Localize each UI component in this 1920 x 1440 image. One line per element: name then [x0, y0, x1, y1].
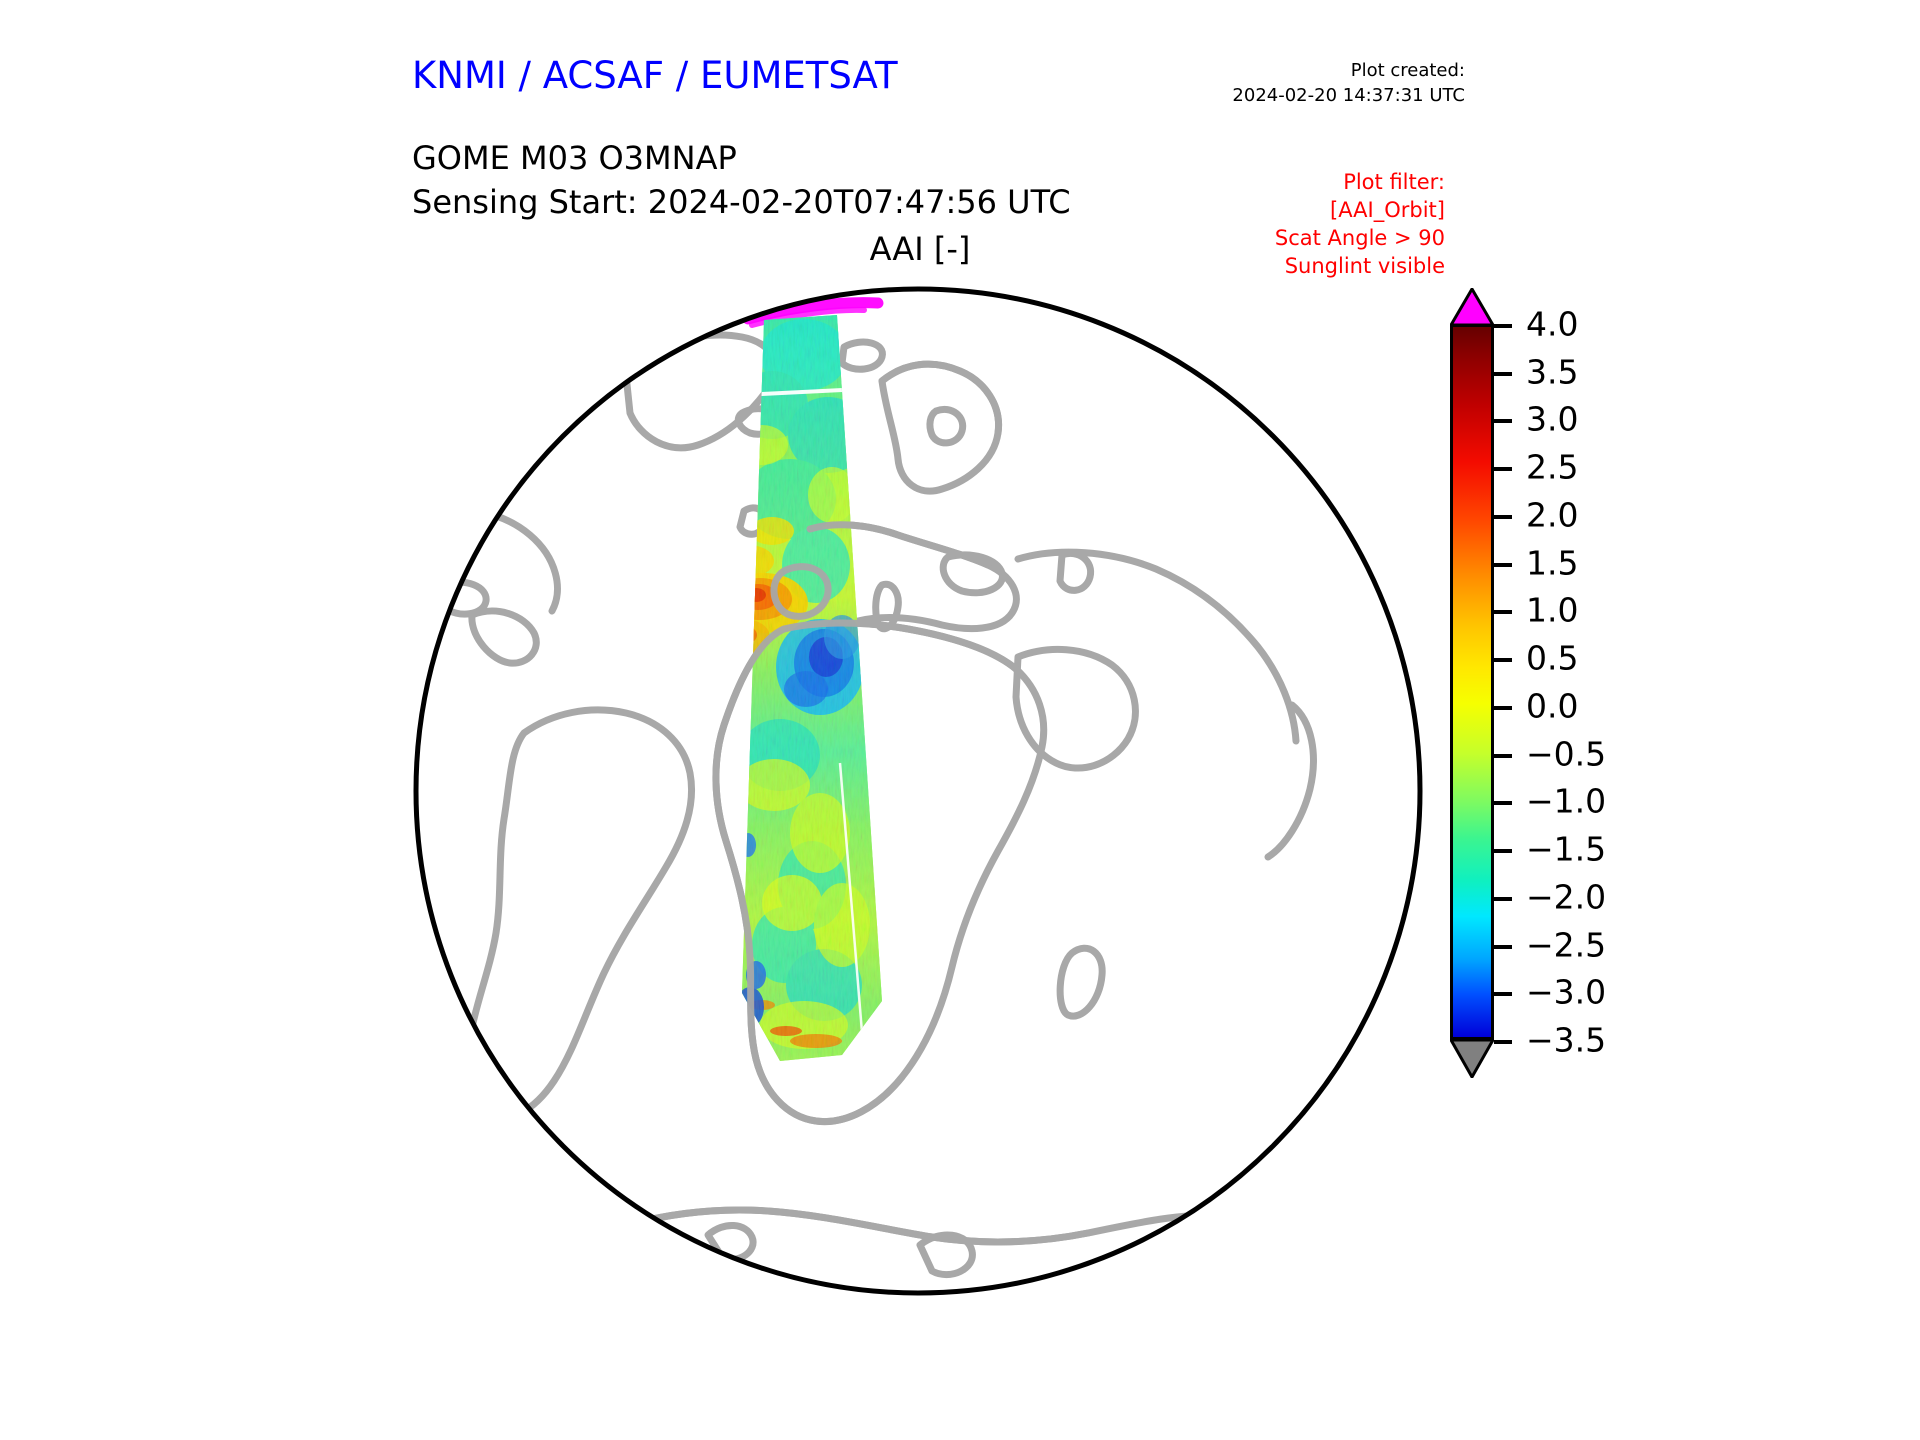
- colorbar-tick-label: 1.5: [1526, 543, 1579, 583]
- colorbar-under-arrow: [1450, 1038, 1494, 1078]
- colorbar-tick-mark: [1494, 419, 1512, 424]
- colorbar-tick-mark: [1494, 514, 1512, 519]
- colorbar-gradient-body: [1450, 324, 1494, 1040]
- globe-outline: [413, 286, 1423, 1296]
- page-title-organisation: KNMI / ACSAF / EUMETSAT: [412, 54, 898, 97]
- colorbar-tick-label: 3.0: [1526, 399, 1579, 439]
- colorbar-tick-label: −3.5: [1526, 1020, 1607, 1060]
- globe-svg: [413, 286, 1423, 1296]
- colorbar-tick-label: −1.5: [1526, 829, 1607, 869]
- colorbar-tick-mark: [1494, 371, 1512, 376]
- colorbar-tick-mark: [1494, 610, 1512, 615]
- colorbar-tick-mark: [1494, 896, 1512, 901]
- colorbar-tick-label: 4.0: [1526, 304, 1579, 344]
- plot-created-label: Plot created:: [1350, 60, 1465, 81]
- colorbar-tick-label: −3.0: [1526, 972, 1607, 1012]
- globe-background: [416, 289, 1420, 1293]
- colorbar-tick-label: 0.0: [1526, 686, 1579, 726]
- colorbar-tick-label: −2.5: [1526, 925, 1607, 965]
- colorbar-tick-mark: [1494, 753, 1512, 758]
- colorbar-tick-mark: [1494, 849, 1512, 854]
- sensing-start: Sensing Start: 2024-02-20T07:47:56 UTC: [412, 183, 1071, 221]
- colorbar-tick-label: 1.0: [1526, 590, 1579, 630]
- plot-filter-sunglint: Sunglint visible: [1284, 254, 1445, 278]
- globe-map: [412, 285, 1424, 1297]
- plot-created-block: Plot created: 2024-02-20 14:37:31 UTC: [1155, 58, 1465, 108]
- quantity-title: AAI [-]: [869, 230, 971, 268]
- plot-filter-block: Plot filter: [AAI_Orbit] Scat Angle > 90…: [1160, 168, 1445, 280]
- colorbar-over-arrow: [1450, 288, 1494, 326]
- colorbar-tick-mark: [1494, 324, 1512, 328]
- colorbar-tick-mark: [1494, 658, 1512, 663]
- colorbar-tick-mark: [1494, 467, 1512, 472]
- colorbar-tick-label: 3.5: [1526, 352, 1579, 392]
- plot-filter-variable: [AAI_Orbit]: [1330, 198, 1445, 222]
- product-info-block: GOME M03 O3MNAP Sensing Start: 2024-02-2…: [412, 136, 1071, 224]
- colorbar-gradient: [1453, 327, 1491, 1037]
- colorbar-tick-mark: [1494, 562, 1512, 567]
- colorbar-tick-label: 0.5: [1526, 638, 1579, 678]
- colorbar-tick-mark: [1494, 801, 1512, 806]
- colorbar-tick-label: −1.0: [1526, 781, 1607, 821]
- colorbar-tick-label: −0.5: [1526, 734, 1607, 774]
- colorbar-tick-label: 2.0: [1526, 495, 1579, 535]
- colorbar-tick-label: 2.5: [1526, 447, 1579, 487]
- colorbar-tick-mark: [1494, 1040, 1512, 1044]
- colorbar[interactable]: 4.0 3.5 3.0 2.5 2.0 1.5 1.0 0.5 0.0 −0.5 −1.0 −1.5 −…: [1440, 288, 1860, 1088]
- plot-filter-scat-angle: Scat Angle > 90: [1274, 226, 1445, 250]
- product-name: GOME M03 O3MNAP: [412, 139, 737, 177]
- plot-filter-label: Plot filter:: [1343, 170, 1445, 194]
- plot-created-timestamp: 2024-02-20 14:37:31 UTC: [1232, 85, 1465, 106]
- colorbar-tick-label: −2.0: [1526, 877, 1607, 917]
- colorbar-tick-mark: [1494, 705, 1512, 710]
- colorbar-tick-mark: [1494, 944, 1512, 949]
- colorbar-tick-mark: [1494, 992, 1512, 997]
- coastlines-overlay: [604, 360, 1092, 1246]
